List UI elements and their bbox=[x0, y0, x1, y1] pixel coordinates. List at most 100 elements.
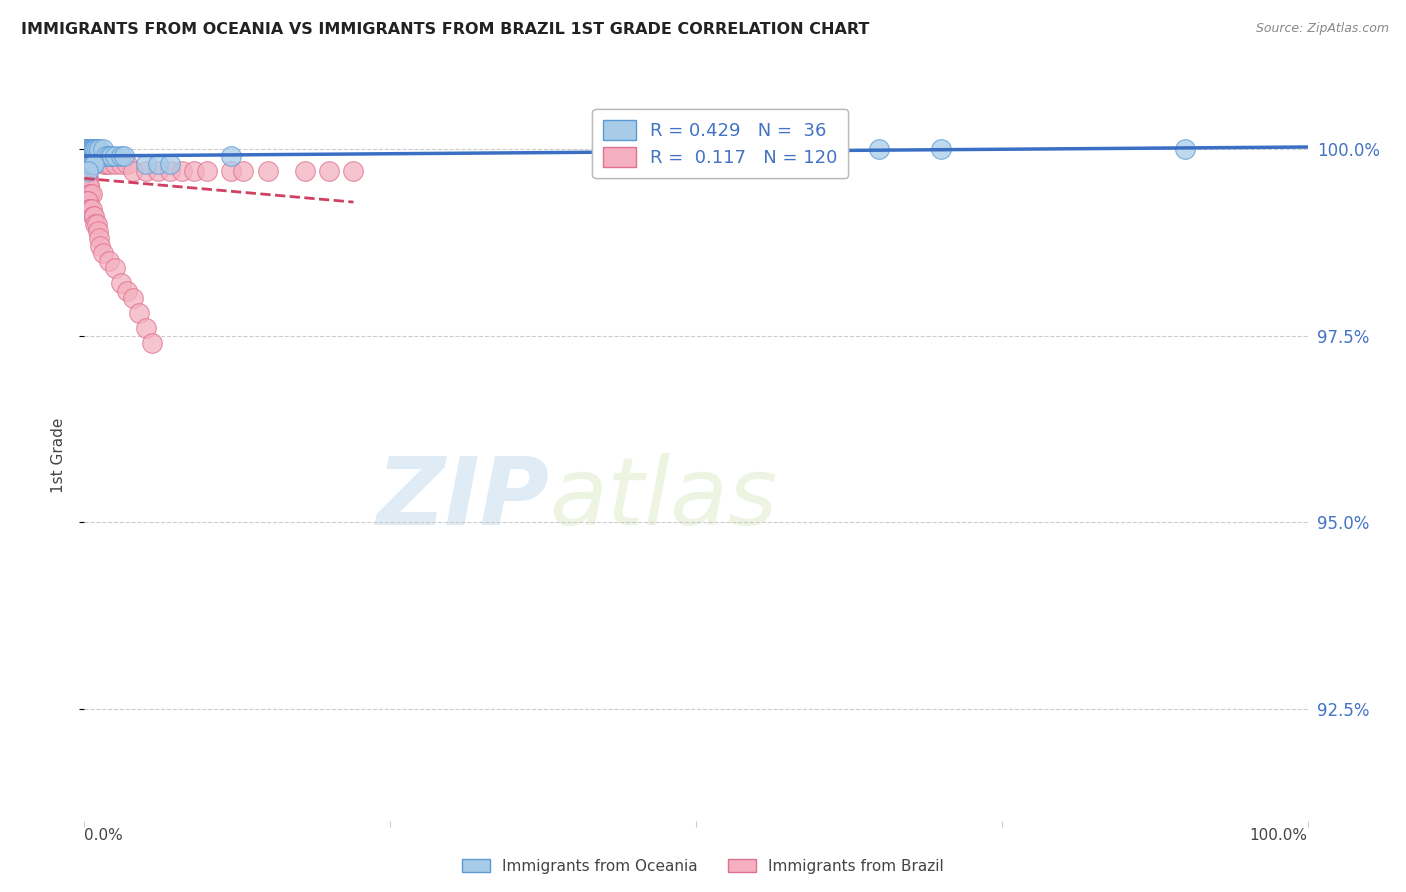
Point bbox=[80, 157, 103, 171]
Point bbox=[146, 164, 169, 178]
Point bbox=[77, 157, 100, 171]
Point bbox=[122, 291, 145, 305]
Point bbox=[97, 149, 120, 163]
Point bbox=[77, 157, 100, 171]
Point bbox=[79, 157, 101, 171]
Point bbox=[91, 142, 114, 156]
Text: Source: ZipAtlas.com: Source: ZipAtlas.com bbox=[1256, 22, 1389, 36]
Point bbox=[96, 157, 118, 171]
Point bbox=[86, 142, 108, 156]
Point bbox=[86, 149, 108, 163]
Point bbox=[82, 149, 104, 163]
Point bbox=[110, 157, 132, 171]
Point bbox=[159, 164, 181, 178]
Point bbox=[159, 157, 181, 171]
Point bbox=[79, 142, 101, 156]
Point bbox=[80, 157, 103, 171]
Text: 100.0%: 100.0% bbox=[1250, 828, 1308, 843]
Point bbox=[76, 164, 98, 178]
Point bbox=[219, 149, 242, 163]
Point bbox=[128, 306, 150, 320]
Point bbox=[146, 157, 169, 171]
Point bbox=[80, 186, 103, 201]
Point bbox=[76, 157, 98, 171]
Text: IMMIGRANTS FROM OCEANIA VS IMMIGRANTS FROM BRAZIL 1ST GRADE CORRELATION CHART: IMMIGRANTS FROM OCEANIA VS IMMIGRANTS FR… bbox=[21, 22, 869, 37]
Point bbox=[77, 179, 100, 194]
Point bbox=[80, 157, 103, 171]
Point bbox=[84, 217, 107, 231]
Point bbox=[83, 209, 105, 223]
Point bbox=[75, 171, 97, 186]
Point bbox=[77, 179, 100, 194]
Point bbox=[76, 171, 98, 186]
Point bbox=[82, 142, 104, 156]
Point bbox=[77, 149, 100, 163]
Point bbox=[83, 142, 105, 156]
Point bbox=[87, 231, 110, 245]
Point bbox=[135, 164, 157, 178]
Point bbox=[75, 179, 97, 194]
Point bbox=[75, 171, 97, 186]
Point bbox=[83, 142, 105, 156]
Point bbox=[96, 149, 118, 163]
Point bbox=[77, 202, 100, 216]
Point bbox=[79, 142, 101, 156]
Point bbox=[76, 149, 98, 163]
Point bbox=[77, 142, 100, 156]
Point bbox=[318, 164, 340, 178]
Point bbox=[110, 277, 132, 291]
Point bbox=[76, 164, 98, 178]
Point bbox=[80, 149, 103, 163]
Text: ZIP: ZIP bbox=[377, 453, 550, 545]
Point bbox=[75, 142, 97, 156]
Point bbox=[77, 142, 100, 156]
Point bbox=[80, 149, 103, 163]
Point bbox=[83, 142, 105, 156]
Point bbox=[86, 217, 108, 231]
Point bbox=[77, 164, 100, 178]
Point bbox=[82, 149, 104, 163]
Point bbox=[1174, 142, 1197, 156]
Point bbox=[257, 164, 280, 178]
Point bbox=[79, 186, 101, 201]
Point bbox=[869, 142, 891, 156]
Point bbox=[929, 142, 952, 156]
Point bbox=[76, 142, 98, 156]
Point bbox=[104, 261, 127, 276]
Point bbox=[82, 157, 104, 171]
Point bbox=[77, 149, 100, 163]
Point bbox=[89, 239, 111, 253]
Point bbox=[79, 149, 101, 163]
Point bbox=[75, 179, 97, 194]
Point bbox=[91, 246, 114, 260]
Point bbox=[76, 171, 98, 186]
Point bbox=[79, 186, 101, 201]
Point bbox=[77, 157, 100, 171]
Point bbox=[75, 157, 97, 171]
Point bbox=[77, 179, 100, 194]
Point bbox=[76, 142, 98, 156]
Point bbox=[100, 149, 122, 163]
Point bbox=[97, 253, 120, 268]
Point bbox=[77, 179, 100, 194]
Point bbox=[183, 164, 205, 178]
Point bbox=[77, 149, 100, 163]
Point bbox=[115, 284, 138, 298]
Point bbox=[77, 142, 100, 156]
Point bbox=[75, 171, 97, 186]
Legend: Immigrants from Oceania, Immigrants from Brazil: Immigrants from Oceania, Immigrants from… bbox=[456, 853, 950, 880]
Point bbox=[75, 149, 97, 163]
Point bbox=[83, 149, 105, 163]
Point bbox=[86, 149, 108, 163]
Point bbox=[76, 142, 98, 156]
Point bbox=[122, 164, 145, 178]
Point bbox=[87, 224, 110, 238]
Point bbox=[76, 194, 98, 209]
Point bbox=[80, 202, 103, 216]
Point bbox=[172, 164, 194, 178]
Legend: R = 0.429   N =  36, R =  0.117   N = 120: R = 0.429 N = 36, R = 0.117 N = 120 bbox=[592, 109, 848, 178]
Point bbox=[77, 142, 100, 156]
Point bbox=[77, 171, 100, 186]
Point bbox=[83, 157, 105, 171]
Point bbox=[77, 164, 100, 178]
